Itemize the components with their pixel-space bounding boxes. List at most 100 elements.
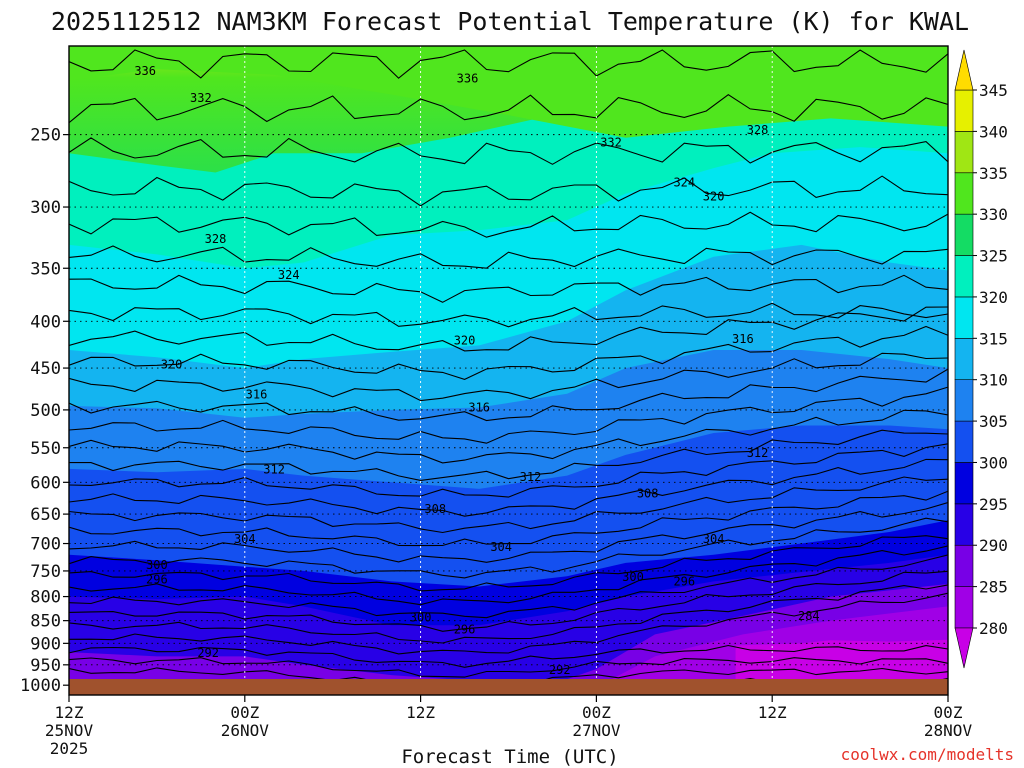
plot-frame	[68, 45, 949, 696]
contour-label: 320	[161, 358, 183, 372]
contour-line	[69, 490, 948, 547]
contour-label: 284	[798, 609, 820, 623]
plot-area: 336 336 332 332 328 328 324 324 320 320 320 316 316 3…	[68, 45, 949, 696]
y-tick-label: 450	[30, 359, 61, 379]
contour-line	[69, 245, 948, 269]
contour-lines	[69, 49, 948, 679]
contour-line	[69, 476, 948, 534]
colorbar-segment	[954, 172, 974, 215]
colorbar-segment	[954, 296, 974, 339]
shaded-band-upper	[69, 46, 948, 138]
colorbar-label: 280	[979, 619, 1008, 638]
contour-label: 300	[146, 558, 168, 572]
contour-label: 320	[703, 189, 725, 203]
contour-line	[69, 325, 948, 380]
contour-line	[69, 49, 948, 79]
chart-title: 2025112512 NAM3KM Forecast Potential Tem…	[51, 7, 969, 36]
colorbar-segment	[954, 420, 974, 463]
colorbar-label: 315	[979, 329, 1008, 348]
contour-label: 316	[468, 401, 490, 415]
colorbar-label: 320	[979, 288, 1008, 307]
contour-label: 328	[747, 123, 769, 137]
y-tick-label: 900	[30, 634, 61, 654]
contour-label: 312	[263, 463, 285, 477]
y-tick-label: 550	[30, 439, 61, 459]
contour-label: 336	[134, 64, 156, 78]
x-tick-label: 12Z	[758, 703, 787, 722]
contour-line	[69, 306, 948, 352]
contour-line	[69, 570, 948, 632]
y-tick-label: 250	[30, 126, 61, 146]
contour-labels: 336 336 332 332 328 328 324 324 320 320 320 316 316 3…	[134, 64, 819, 694]
contour-line	[69, 644, 948, 668]
x-tick-label: 12Z	[55, 703, 84, 722]
contour-line	[69, 94, 948, 124]
contour-label: 324	[673, 175, 695, 189]
colorbar-label: 290	[979, 536, 1008, 555]
colorbar-segment	[954, 586, 974, 629]
contour-line	[69, 458, 948, 517]
colorbar-label: 325	[979, 247, 1008, 266]
contour-line	[69, 429, 948, 481]
contour-line	[69, 501, 948, 563]
colorbar-segment	[954, 544, 974, 587]
colorbar-label: 345	[979, 81, 1008, 100]
colorbar-label: 330	[979, 205, 1008, 224]
contour-label: 292	[197, 646, 219, 660]
contour-line	[69, 137, 948, 165]
contour-label: 332	[190, 91, 212, 105]
shaded-bands	[69, 46, 948, 679]
colorbar-label: 340	[979, 122, 1008, 141]
x-tick-label: 25NOV	[45, 721, 94, 740]
colorbar-label: 295	[979, 495, 1008, 514]
contour-label: 304	[234, 532, 256, 546]
contour-label: 316	[246, 388, 268, 402]
contour-label: 296	[454, 622, 476, 636]
contour-label: 336	[457, 71, 479, 85]
contour-line	[69, 657, 948, 678]
contour-label: 292	[549, 663, 571, 677]
x-tick-label: 26NOV	[221, 721, 270, 740]
contour-line	[69, 274, 948, 303]
contour-line	[69, 584, 948, 644]
y-tick-label: 650	[30, 505, 61, 525]
contour-label: 324	[278, 268, 300, 282]
x-tick-label: 00Z	[934, 703, 963, 722]
contour-line	[69, 554, 948, 619]
contour-line	[69, 667, 948, 679]
contour-label: 320	[454, 334, 476, 348]
colorbar-segment	[954, 503, 974, 546]
contour-label: 296	[673, 574, 695, 588]
x-tick-label: 27NOV	[572, 721, 621, 740]
contour-label: 332	[600, 135, 622, 149]
colorbar-label: 305	[979, 412, 1008, 431]
y-tick-label: 400	[30, 312, 61, 332]
colorbar-segment	[954, 338, 974, 380]
colorbar-label: 300	[979, 453, 1008, 472]
colorbar-segment	[954, 379, 974, 422]
contour-label: 300	[410, 610, 432, 624]
colorbar-label: 285	[979, 578, 1008, 597]
y-tick-label: 1000	[20, 676, 61, 696]
contour-label: 304	[490, 540, 512, 554]
contour-line	[69, 592, 948, 655]
colorbar-label: 335	[979, 164, 1008, 183]
colorbar-label: 310	[979, 371, 1008, 390]
contour-label: 328	[205, 232, 227, 246]
contour-label: 308	[637, 486, 659, 500]
contour-line	[69, 535, 948, 592]
colorbar-max-arrow	[954, 49, 974, 91]
colorbar-segment	[954, 462, 974, 505]
colorbar-segment	[954, 255, 974, 298]
x-axis-title: Forecast Time (UTC)	[401, 746, 618, 768]
contour-label: 316	[732, 332, 754, 346]
colorbar-min-arrow	[954, 627, 974, 669]
contour-line	[69, 517, 948, 579]
colorbar-segment	[954, 89, 974, 132]
contour-label: 300	[622, 570, 644, 584]
colorbar-segment	[954, 213, 974, 256]
x-tick-label: 00Z	[230, 703, 259, 722]
credit-text: coolwx.com/modelts	[841, 745, 1014, 764]
